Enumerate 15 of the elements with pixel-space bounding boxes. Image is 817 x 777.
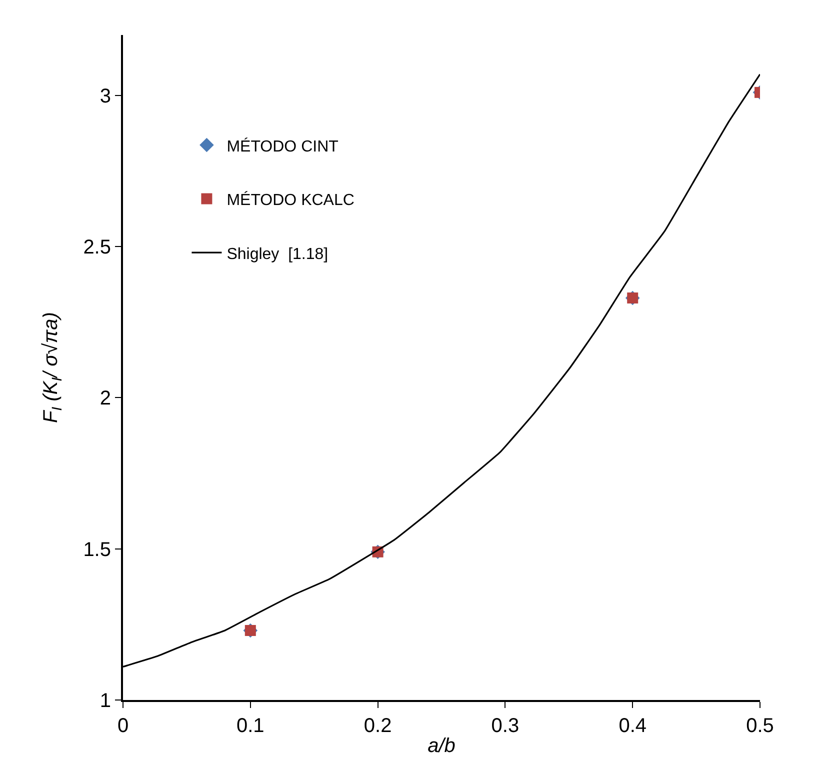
x-tick-label: 0 bbox=[117, 715, 129, 737]
x-tick-label: 0.4 bbox=[618, 715, 647, 737]
legend-label: MÉTODO CINT bbox=[226, 137, 339, 156]
y-tick-label: 2 bbox=[100, 388, 111, 410]
x-tick-label: 0.2 bbox=[364, 715, 392, 737]
y-tick-label: 1 bbox=[100, 690, 111, 712]
x-axis-title: a/b bbox=[428, 735, 456, 757]
x-tick-label: 0.5 bbox=[746, 715, 774, 737]
y-tick-label: 1.5 bbox=[83, 538, 111, 561]
y-tick-label: 3 bbox=[100, 85, 111, 108]
legend-label: MÉTODO KCALC bbox=[226, 191, 354, 210]
x-tick-label: 0.1 bbox=[236, 715, 264, 737]
legend-label: Shigley [1.18] bbox=[226, 246, 328, 263]
x-tick-label: 0.3 bbox=[491, 715, 520, 737]
y-tick-label: 2.5 bbox=[83, 236, 111, 259]
